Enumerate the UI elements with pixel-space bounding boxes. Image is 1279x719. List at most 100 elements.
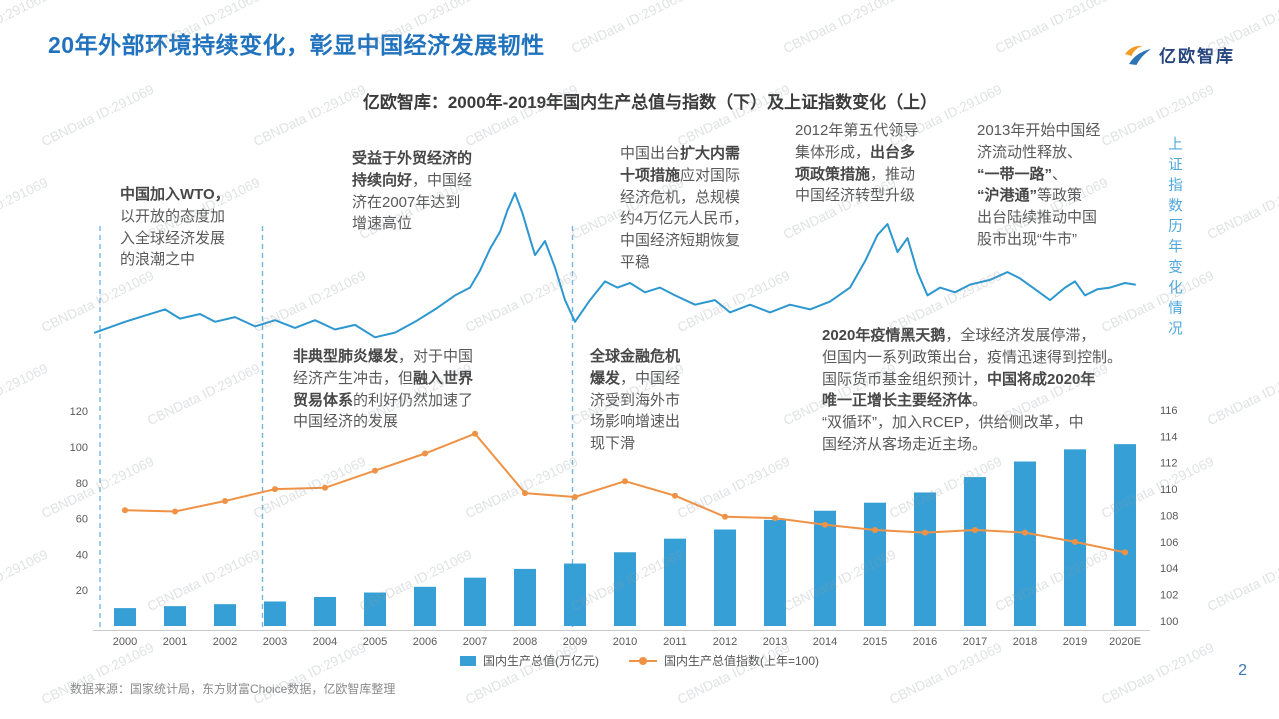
chart-legend: 国内生产总值(万亿元) 国内生产总值指数(上年=100) xyxy=(0,652,1279,669)
gdp-bar xyxy=(264,601,286,626)
right-axis-tick: 112 xyxy=(1160,458,1178,470)
brand-logo-text: 亿欧智库 xyxy=(1159,47,1235,66)
gdp-bar xyxy=(314,597,336,626)
page-number: 2 xyxy=(1238,662,1247,679)
gdp-bar xyxy=(214,604,236,626)
gdp-index-point xyxy=(372,467,378,474)
x-axis-label: 2018 xyxy=(1013,636,1037,648)
right-axis-tick: 106 xyxy=(1160,537,1178,549)
right-axis-tick: 108 xyxy=(1160,510,1178,522)
gdp-index-point xyxy=(722,513,728,520)
gdp-index-point xyxy=(1022,529,1028,536)
gdp-bar xyxy=(464,577,486,626)
x-axis-label: 2020E xyxy=(1109,636,1141,648)
legend-gdp-label: 国内生产总值(万亿元) xyxy=(482,654,599,668)
annotation-financial-crisis: 全球金融危机 爆发，中国经 济受到海外市 场影响增速出 现下滑 xyxy=(590,348,681,452)
gdp-index-point xyxy=(122,507,128,514)
gdp-index-point xyxy=(772,515,778,522)
x-axis-label: 2004 xyxy=(313,636,337,648)
gdp-index-point xyxy=(972,527,978,533)
gdp-index-point xyxy=(822,521,828,528)
annotation-2013-bull-market: 2013年开始中国经 济流动性释放、 “一带一路”、 “沪港通”等政策 出台陆续推动中国… xyxy=(977,122,1101,248)
x-axis-label: 2012 xyxy=(713,636,737,648)
x-axis-label: 2002 xyxy=(213,636,237,648)
x-axis-label: 2015 xyxy=(863,636,887,648)
legend-line-dot xyxy=(638,656,647,665)
x-axis-label: 2008 xyxy=(513,636,537,648)
gdp-index-point xyxy=(472,430,478,437)
right-axis-tick: 116 xyxy=(1160,405,1178,417)
data-source-note: 数据来源：国家统计局，东方财富Choice数据，亿欧智库整理 xyxy=(70,682,396,696)
gdp-bar xyxy=(764,519,786,626)
right-axis-tick: 110 xyxy=(1160,484,1178,496)
gdp-index-point xyxy=(622,478,628,485)
x-axis-label: 2006 xyxy=(413,636,437,648)
gdp-bar xyxy=(864,502,886,626)
legend-item-gdp: 国内生产总值(万亿元) xyxy=(459,652,599,669)
gdp-bar xyxy=(164,606,186,626)
gdp-index-point xyxy=(1072,538,1078,545)
annotation-wto: 中国加入WTO， 以开放的态度加 入全球经济发展 的浪潮之中 xyxy=(120,186,230,269)
x-axis-label: 2009 xyxy=(563,636,587,648)
gdp-bar xyxy=(914,492,936,626)
x-axis-label: 2003 xyxy=(263,636,287,648)
gdp-index-point xyxy=(1122,549,1128,556)
gdp-index-point xyxy=(522,490,528,497)
annotation-foreign-trade: 受益于外贸经济的 持续向好，中国经 济在2007年达到 增速高位 xyxy=(352,150,473,233)
gdp-bar xyxy=(714,529,736,626)
left-axis-tick: 80 xyxy=(76,478,88,490)
gdp-bar xyxy=(814,510,836,626)
gdp-index-point xyxy=(672,492,678,499)
gdp-index-point xyxy=(172,508,178,515)
annotation-2012-leadership: 2012年第五代领导 集体形成，出台多 项政策措施，推动 中国经济转型升级 xyxy=(795,122,919,205)
right-axis-vertical-label: 上证指数历年变化情况 xyxy=(1166,136,1182,341)
right-axis-tick: 104 xyxy=(1160,563,1178,575)
annotation-2020-pandemic: 2020年疫情黑天鹅，全球经济发展停滞， 但国内一系列政策出台，疫情迅速得到控制。… xyxy=(822,327,1123,453)
legend-line-swatch xyxy=(628,656,657,665)
left-axis-tick: 40 xyxy=(76,549,88,561)
x-axis-label: 2017 xyxy=(963,636,987,648)
annotation-sars: 非典型肺炎爆发，对于中国 经济产生冲击，但融入世界 贸易体系的利好仍然加速了 中国经济… xyxy=(293,348,474,431)
gdp-bar xyxy=(114,608,136,626)
right-axis-tick: 100 xyxy=(1160,616,1178,628)
shanghai-index-line xyxy=(94,192,1136,339)
x-axis-label: 2019 xyxy=(1063,636,1087,648)
x-axis-label: 2010 xyxy=(613,636,637,648)
left-axis-tick: 120 xyxy=(70,406,88,418)
gdp-bar xyxy=(564,563,586,626)
page-title: 20年外部环境持续变化，彰显中国经济发展韧性 xyxy=(48,32,545,58)
x-axis-label: 2014 xyxy=(813,636,837,648)
legend-item-gdp-index: 国内生产总值指数(上年=100) xyxy=(628,652,820,669)
gdp-index-point xyxy=(322,484,328,491)
gdp-index-point xyxy=(222,498,228,504)
gdp-bar xyxy=(614,552,636,626)
x-axis-label: 2000 xyxy=(113,636,137,648)
x-axis-label: 2013 xyxy=(763,636,787,648)
gdp-bar xyxy=(414,586,436,626)
gdp-bar xyxy=(1114,444,1136,626)
x-axis-label: 2001 xyxy=(163,636,187,648)
legend-bar-swatch xyxy=(459,655,476,666)
gdp-index-point xyxy=(572,494,578,500)
left-axis-tick: 20 xyxy=(76,585,88,597)
brand-logo: 亿欧智库 xyxy=(1123,42,1235,67)
right-axis-tick: 102 xyxy=(1160,590,1178,602)
gdp-index-point xyxy=(922,529,928,536)
x-axis-label: 2007 xyxy=(463,636,487,648)
x-axis-label: 2005 xyxy=(363,636,387,648)
annotation-stimulus-plan: 中国出台扩大内需 十项措施应对国际 经济危机，总规模 约4万亿元人民币， 中国经济短期恢… xyxy=(620,145,749,271)
chart-title: 亿欧智库：2000年-2019年国内生产总值与指数（下）及上证指数变化（上） xyxy=(362,93,938,112)
x-axis-label: 2016 xyxy=(913,636,937,648)
legend-gdp-index-label: 国内生产总值指数(上年=100) xyxy=(663,654,820,668)
gdp-bar xyxy=(664,538,686,626)
gdp-bar xyxy=(1014,461,1036,626)
x-axis-label: 2011 xyxy=(663,636,687,648)
left-axis-tick: 60 xyxy=(76,514,88,526)
left-axis-tick: 100 xyxy=(70,442,88,454)
right-axis-tick: 114 xyxy=(1160,431,1178,443)
gdp-index-point xyxy=(272,486,278,493)
gdp-bar xyxy=(964,477,986,626)
gdp-index-point xyxy=(422,450,428,457)
gdp-index-point xyxy=(872,527,878,533)
